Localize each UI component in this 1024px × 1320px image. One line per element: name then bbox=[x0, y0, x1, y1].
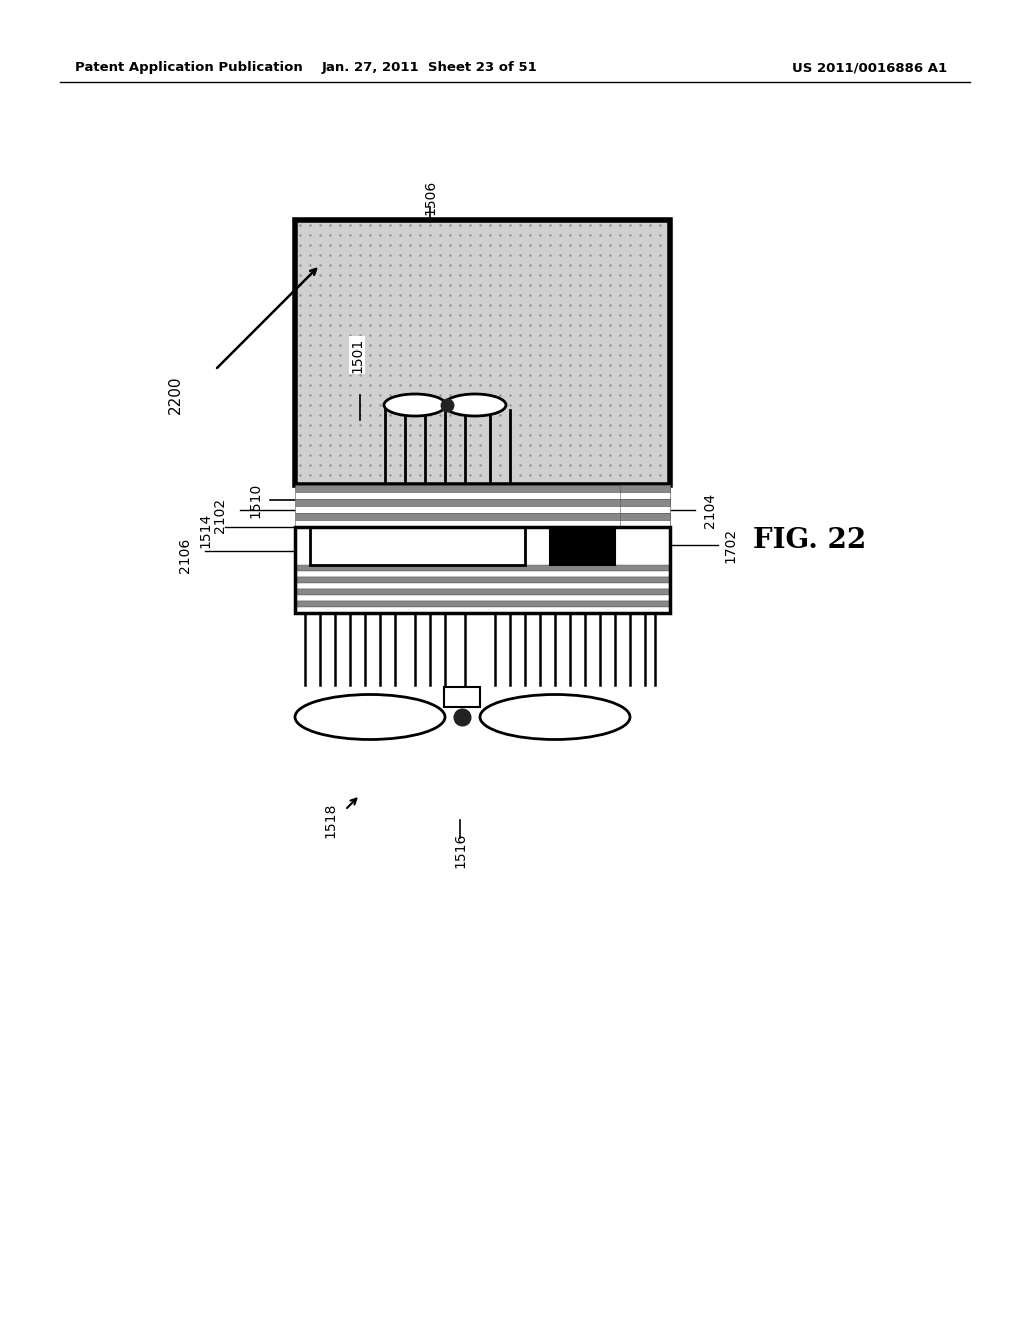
Text: 2102: 2102 bbox=[213, 498, 227, 532]
Ellipse shape bbox=[384, 393, 446, 416]
Bar bbox=[444, 686, 480, 708]
Bar bbox=[295, 520, 670, 527]
Bar bbox=[295, 484, 670, 492]
Bar bbox=[620, 499, 670, 506]
Bar bbox=[295, 565, 670, 572]
Bar bbox=[295, 607, 670, 612]
Text: 1702: 1702 bbox=[723, 528, 737, 562]
Text: US 2011/0016886 A1: US 2011/0016886 A1 bbox=[793, 62, 947, 74]
Bar bbox=[620, 484, 670, 492]
Bar bbox=[295, 492, 670, 499]
Bar bbox=[295, 583, 670, 589]
Bar bbox=[620, 520, 670, 527]
Bar bbox=[310, 527, 525, 565]
Bar bbox=[620, 506, 670, 513]
Bar bbox=[295, 589, 670, 595]
Bar bbox=[295, 220, 670, 484]
Text: 1518: 1518 bbox=[323, 803, 337, 838]
Ellipse shape bbox=[480, 694, 630, 739]
Bar bbox=[295, 527, 670, 612]
Bar bbox=[295, 499, 670, 506]
Bar bbox=[620, 492, 670, 499]
Bar bbox=[620, 513, 670, 520]
Text: 1501: 1501 bbox=[350, 338, 364, 372]
Bar bbox=[295, 220, 670, 484]
Text: 2104: 2104 bbox=[703, 492, 717, 528]
Text: 1516: 1516 bbox=[453, 833, 467, 867]
Bar bbox=[295, 506, 670, 513]
Text: FIG. 22: FIG. 22 bbox=[754, 527, 866, 553]
Bar bbox=[295, 595, 670, 601]
Bar bbox=[295, 601, 670, 607]
Bar bbox=[295, 513, 670, 520]
Text: Patent Application Publication: Patent Application Publication bbox=[75, 62, 303, 74]
Text: 2200: 2200 bbox=[168, 376, 182, 414]
Text: 1514: 1514 bbox=[198, 512, 212, 548]
Text: Jan. 27, 2011  Sheet 23 of 51: Jan. 27, 2011 Sheet 23 of 51 bbox=[323, 62, 538, 74]
Ellipse shape bbox=[444, 393, 506, 416]
Bar bbox=[550, 527, 615, 565]
Bar bbox=[295, 572, 670, 577]
Text: 1506: 1506 bbox=[423, 180, 437, 215]
Text: 1510: 1510 bbox=[248, 482, 262, 517]
Text: 2106: 2106 bbox=[178, 537, 193, 573]
Bar bbox=[295, 577, 670, 583]
Ellipse shape bbox=[295, 694, 445, 739]
